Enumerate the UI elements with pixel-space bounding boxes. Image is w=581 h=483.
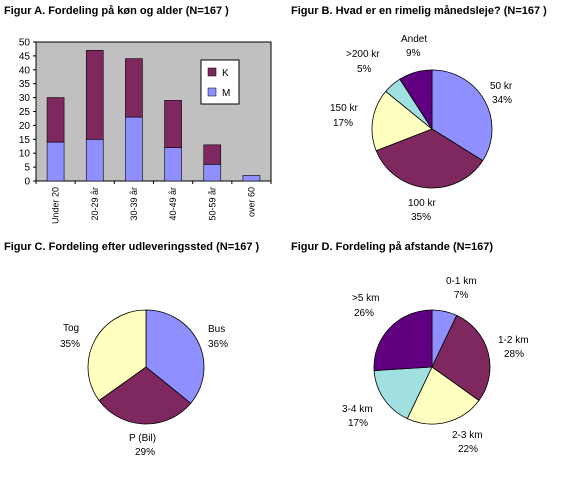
- chart-b-label-200kr-pct: 5%: [357, 64, 372, 75]
- legend-m-label: M: [222, 88, 230, 99]
- chart-d-label-12km-name: 1-2 km: [498, 335, 529, 346]
- pie-slice: [399, 69, 433, 131]
- pie-slice: [373, 366, 433, 420]
- y-tick-label: 30: [19, 93, 31, 104]
- chart-d-label-23km-name: 2-3 km: [452, 430, 483, 441]
- y-tick-label: 0: [24, 177, 30, 188]
- chart-a: 0 5 10 15 20 25 30 35 40 45 50 Under 20 20-29 år 30-…: [19, 38, 272, 224]
- chart-d-label-01km-pct: 7%: [454, 290, 469, 301]
- chart-b-label-andet-pct: 9%: [406, 48, 421, 59]
- chart-c-label-bus-pct: 36%: [208, 339, 228, 350]
- chart-c-label-bus-name: Bus: [208, 324, 225, 335]
- x-tick-label: 50-59 år: [207, 187, 217, 221]
- chart-c-title: Figur C. Fordeling efter udleveringssted…: [4, 241, 260, 253]
- y-tick-label: 10: [19, 149, 31, 160]
- chart-c-label-tog-name: Tog: [63, 323, 79, 334]
- chart-c-label-tog-pct: 35%: [60, 339, 80, 350]
- chart-d-label-12km-pct: 28%: [504, 349, 524, 360]
- y-tick-label: 45: [19, 51, 31, 62]
- bar-m: [242, 175, 261, 182]
- y-tick-label: 15: [19, 135, 31, 146]
- chart-b-label-200kr-name: >200 kr: [346, 49, 380, 60]
- x-tick-label: 20-29 år: [90, 187, 100, 221]
- chart-b: 50 kr 34% 100 kr 35% 150 kr 17% >200 kr …: [330, 34, 513, 223]
- chart-b-label-andet-name: Andet: [401, 34, 427, 45]
- chart-d: 0-1 km 7% 1-2 km 28% 2-3 km 22% 3-4 km 1…: [342, 276, 529, 455]
- bar-k: [203, 144, 222, 165]
- bar-m: [203, 164, 222, 182]
- chart-b-label-50kr-name: 50 kr: [490, 81, 513, 92]
- pie-slice: [98, 366, 192, 425]
- chart-b-label-150kr-name: 150 kr: [330, 103, 358, 114]
- chart-d-label-34km-pct: 17%: [348, 418, 368, 429]
- legend-m-swatch: [207, 87, 217, 97]
- pie-slice: [371, 90, 433, 152]
- bar-k: [85, 50, 104, 140]
- bar-m: [46, 141, 65, 182]
- chart-c-label-pbil-name: P (Bil): [129, 433, 156, 444]
- chart-b-label-100kr-pct: 35%: [411, 212, 431, 223]
- chart-d-label-5km-name: >5 km: [352, 293, 380, 304]
- legend-k-label: K: [222, 68, 229, 79]
- chart-d-label-5km-pct: 26%: [354, 308, 374, 319]
- y-tick-label: 20: [19, 121, 31, 132]
- y-tick-label: 40: [19, 65, 31, 76]
- chart-c: Bus 36% P (Bil) 29% Tog 35%: [60, 309, 228, 458]
- pie-slice: [373, 309, 433, 372]
- x-tick-label: 30-39 år: [129, 187, 139, 221]
- pie-slice: [87, 309, 147, 402]
- y-tick-label: 50: [19, 38, 31, 49]
- chart-d-label-34km-name: 3-4 km: [342, 404, 373, 415]
- y-tick-label: 35: [19, 79, 31, 90]
- x-tick-label: Under 20: [51, 187, 61, 224]
- chart-d-label-01km-name: 0-1 km: [446, 276, 477, 287]
- y-tick-label: 25: [19, 107, 31, 118]
- chart-a-title: Figur A. Fordeling på køn og alder (N=16…: [4, 5, 229, 17]
- chart-a-legend: [200, 59, 240, 105]
- bar-m: [164, 147, 182, 182]
- bar-k: [164, 100, 182, 148]
- x-tick-label: over 60: [246, 187, 256, 217]
- pie-slice: [431, 314, 491, 402]
- chart-b-label-100kr-name: 100 kr: [408, 198, 436, 209]
- bar-k: [46, 97, 65, 143]
- bar-m: [125, 116, 143, 182]
- bar-m: [85, 139, 104, 182]
- chart-b-title: Figur B. Hvad er en rimelig månedsleje? …: [291, 5, 547, 17]
- x-tick-label: 40-49 år: [168, 187, 178, 221]
- pie-slice: [375, 128, 484, 189]
- chart-b-label-150kr-pct: 17%: [333, 118, 353, 129]
- bar-k: [125, 58, 143, 118]
- legend-k-swatch: [207, 67, 217, 77]
- chart-d-title: Figur D. Fordeling på afstande (N=167): [291, 241, 493, 253]
- chart-c-label-pbil-pct: 29%: [135, 447, 155, 458]
- y-tick-label: 5: [24, 163, 30, 174]
- pie-slice: [145, 309, 205, 404]
- chart-d-label-23km-pct: 22%: [458, 444, 478, 455]
- chart-b-label-50kr-pct: 34%: [492, 95, 512, 106]
